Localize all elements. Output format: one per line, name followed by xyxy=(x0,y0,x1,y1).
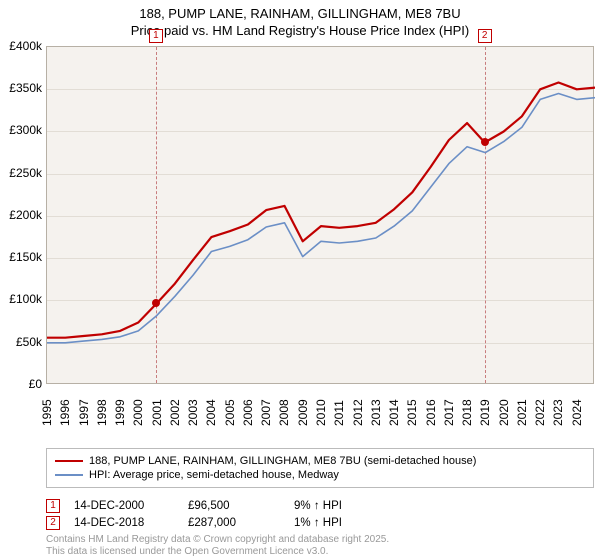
x-tick-label: 2008 xyxy=(277,399,291,426)
x-tick-label: 2005 xyxy=(223,399,237,426)
footnote-price-0: £96,500 xyxy=(188,500,280,512)
legend-item-1: HPI: Average price, semi-detached house,… xyxy=(55,469,585,481)
y-tick-label: £350k xyxy=(9,81,42,95)
x-tick-label: 2013 xyxy=(369,399,383,426)
x-tick-label: 2021 xyxy=(515,399,529,426)
marker-box-2: 2 xyxy=(478,29,492,43)
chart-area: 12 £0 £50k £100k £150k £200k £250k £300k £350k £… xyxy=(0,42,600,440)
footnote-row-1: 2 14-DEC-2018 £287,000 1% ↑ HPI xyxy=(46,516,594,530)
chart-container: 188, PUMP LANE, RAINHAM, GILLINGHAM, ME8… xyxy=(0,0,600,560)
x-tick-label: 2016 xyxy=(424,399,438,426)
x-tick-label: 1999 xyxy=(113,399,127,426)
y-tick-label: £150k xyxy=(9,250,42,264)
legend-item-0: 188, PUMP LANE, RAINHAM, GILLINGHAM, ME8… xyxy=(55,455,585,467)
x-tick-label: 2018 xyxy=(460,399,474,426)
x-tick-label: 2017 xyxy=(442,399,456,426)
plot-area: 12 xyxy=(46,46,594,384)
legend-swatch-1 xyxy=(55,474,83,476)
legend: 188, PUMP LANE, RAINHAM, GILLINGHAM, ME8… xyxy=(46,448,594,488)
y-axis: £0£50k£100k£150k£200k£250k£300k£350k£400… xyxy=(0,46,44,384)
footnote-marker-1: 2 xyxy=(46,516,60,530)
title-line-1: 188, PUMP LANE, RAINHAM, GILLINGHAM, ME8… xyxy=(4,6,596,23)
y-tick-label: £50k xyxy=(16,335,42,349)
y-tick-label: £100k xyxy=(9,292,42,306)
x-tick-label: 2019 xyxy=(478,399,492,426)
x-tick-label: 1998 xyxy=(95,399,109,426)
series-line-0 xyxy=(47,82,595,337)
x-tick-label: 2024 xyxy=(570,399,584,426)
legend-label-0: 188, PUMP LANE, RAINHAM, GILLINGHAM, ME8… xyxy=(89,455,476,467)
footnote-date-0: 14-DEC-2000 xyxy=(74,500,174,512)
footnote-hpi-0: 9% ↑ HPI xyxy=(294,500,342,512)
y-tick-label: £300k xyxy=(9,123,42,137)
x-tick-label: 1995 xyxy=(40,399,54,426)
footnotes: 1 14-DEC-2000 £96,500 9% ↑ HPI 2 14-DEC-… xyxy=(46,496,594,533)
x-tick-label: 2022 xyxy=(533,399,547,426)
x-tick-label: 1996 xyxy=(58,399,72,426)
marker-box-1: 1 xyxy=(149,29,163,43)
legend-swatch-0 xyxy=(55,460,83,462)
title-block: 188, PUMP LANE, RAINHAM, GILLINGHAM, ME8… xyxy=(0,0,600,42)
data-point-2 xyxy=(481,138,489,146)
x-tick-label: 1997 xyxy=(77,399,91,426)
x-tick-label: 2020 xyxy=(497,399,511,426)
x-tick-label: 2001 xyxy=(150,399,164,426)
attribution-line-2: This data is licensed under the Open Gov… xyxy=(46,546,594,558)
x-tick-label: 2004 xyxy=(204,399,218,426)
line-series-svg xyxy=(47,47,595,385)
x-tick-label: 2002 xyxy=(168,399,182,426)
y-tick-label: £250k xyxy=(9,166,42,180)
data-point-1 xyxy=(152,299,160,307)
x-tick-label: 2011 xyxy=(332,400,346,426)
x-tick-label: 2007 xyxy=(259,399,273,426)
footnote-date-1: 14-DEC-2018 xyxy=(74,517,174,529)
attribution: Contains HM Land Registry data © Crown c… xyxy=(46,534,594,558)
x-tick-label: 2015 xyxy=(405,399,419,426)
y-tick-label: £400k xyxy=(9,39,42,53)
y-tick-label: £0 xyxy=(29,377,42,391)
x-axis: 1995199619971998199920002001200220032004… xyxy=(46,388,594,440)
x-tick-label: 2003 xyxy=(186,399,200,426)
x-tick-label: 2012 xyxy=(351,399,365,426)
footnote-hpi-1: 1% ↑ HPI xyxy=(294,517,342,529)
x-tick-label: 2006 xyxy=(241,399,255,426)
attribution-line-1: Contains HM Land Registry data © Crown c… xyxy=(46,534,594,546)
title-line-2: Price paid vs. HM Land Registry's House … xyxy=(4,23,596,40)
x-tick-label: 2009 xyxy=(296,399,310,426)
x-tick-label: 2010 xyxy=(314,399,328,426)
x-tick-label: 2000 xyxy=(131,399,145,426)
legend-label-1: HPI: Average price, semi-detached house,… xyxy=(89,469,339,481)
footnote-price-1: £287,000 xyxy=(188,517,280,529)
series-line-1 xyxy=(47,93,595,342)
footnote-row-0: 1 14-DEC-2000 £96,500 9% ↑ HPI xyxy=(46,499,594,513)
x-tick-label: 2014 xyxy=(387,399,401,426)
footnote-marker-0: 1 xyxy=(46,499,60,513)
x-tick-label: 2023 xyxy=(551,399,565,426)
y-tick-label: £200k xyxy=(9,208,42,222)
